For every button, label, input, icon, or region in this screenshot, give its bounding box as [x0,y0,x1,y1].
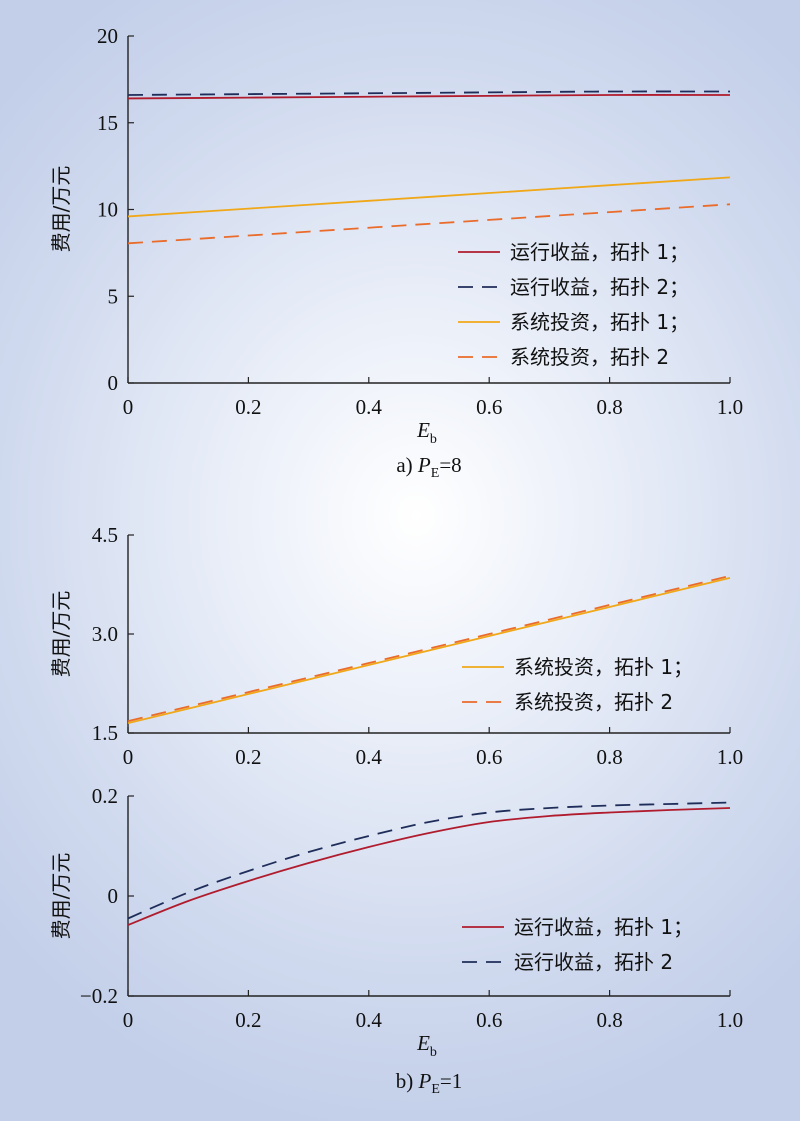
legend-label: 运行收益，拓扑 2 [514,950,673,974]
y-tick-label: −0.2 [80,984,118,1008]
legend-label: 系统投资，拓扑 1； [510,310,689,334]
legend-label: 系统投资，拓扑 2 [514,690,673,714]
series-line-1 [127,577,731,724]
x-tick-label: 0.6 [476,395,502,419]
x-tick-label: 1.0 [717,1008,743,1032]
series-line-1 [127,94,731,100]
x-tick-label: 0.4 [356,1008,383,1032]
chart-a: 0 0.2 0.4 0.6 0.8 1.0 0 5 10 15 20 费用/万元 Eb a) PE=8 运行… [49,24,743,481]
y-axis-title: 费用/万元 [49,853,73,940]
y-tick-label: 15 [97,111,118,135]
x-tick-label: 0.6 [476,745,502,769]
legend-label: 运行收益，拓扑 1； [510,240,689,264]
series-line-3 [127,176,731,218]
x-axis-title: Eb [416,1031,437,1060]
y-tick-label: 0.2 [92,784,118,808]
x-tick-label: 0.4 [356,745,383,769]
x-tick-label: 0 [123,395,134,419]
chart-caption: b) PE=1 [396,1069,462,1097]
y-axis-title: 费用/万元 [49,166,73,253]
chart-b-top: 0 0.2 0.4 0.6 0.8 1.0 1.5 3.0 4.5 费用/万元系统投资，拓扑 1；… [49,523,743,769]
x-tick-label: 0.8 [596,745,622,769]
legend-label: 运行收益，拓扑 2； [510,275,689,299]
x-tick-label: 0 [123,745,134,769]
x-tick-label: 0.2 [235,1008,261,1032]
legend-label: 系统投资，拓扑 1； [514,655,693,679]
y-tick-label: 0 [108,884,119,908]
y-tick-label: 3.0 [92,622,118,646]
y-tick-label: 5 [108,284,119,308]
x-tick-label: 0.4 [356,395,383,419]
chart-caption: a) PE=8 [396,453,461,481]
legend-label: 系统投资，拓扑 2 [510,345,669,369]
x-axis-title: Eb [416,418,437,447]
series-line-2 [127,801,731,920]
y-tick-label: 0 [108,371,119,395]
series-line-1 [127,807,731,926]
x-tick-label: 0.2 [235,745,261,769]
y-tick-label: 10 [97,198,118,222]
x-tick-label: 1.0 [717,395,743,419]
x-tick-label: 0.8 [596,395,622,419]
x-tick-label: 0.8 [596,1008,622,1032]
x-tick-label: 1.0 [717,745,743,769]
series-line-4 [127,203,731,245]
x-tick-label: 0.6 [476,1008,502,1032]
x-tick-label: 0 [123,1008,134,1032]
y-tick-label: 4.5 [92,523,118,547]
x-tick-label: 0.2 [235,395,261,419]
series-line-2 [127,90,731,96]
series-line-2 [127,575,731,722]
legend-label: 运行收益，拓扑 1； [514,915,693,939]
y-tick-label: 20 [97,24,118,48]
y-tick-label: 1.5 [92,721,118,745]
y-axis-title: 费用/万元 [49,591,73,678]
